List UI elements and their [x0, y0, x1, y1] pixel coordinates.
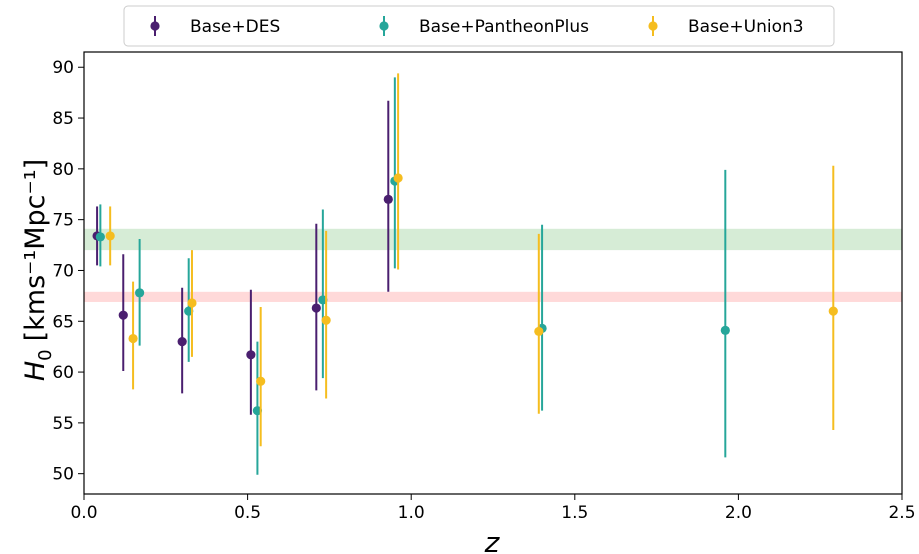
data-point: [128, 333, 138, 344]
x-tick-label: 1.5: [561, 503, 588, 523]
legend-entry: Base+DES: [150, 16, 280, 37]
data-point: [534, 326, 544, 337]
data-point: [383, 194, 393, 204]
legend-entry: Base+PantheonPlus: [379, 16, 589, 37]
legend: Base+DES Base+PantheonPlus Base+Union3: [123, 5, 835, 47]
x-axis-label: z: [484, 526, 501, 554]
y-tick-label: 80: [52, 160, 74, 180]
y-tick-label: 55: [52, 414, 74, 434]
y-axis-label: H0 [kms⁻¹Mpc⁻¹]: [20, 159, 56, 381]
legend-marker-dot: [150, 21, 160, 31]
y-axis: 50 55 60 65 70 75 80 85 90: [52, 58, 84, 485]
data-point: [393, 173, 403, 183]
legend-label: Base+PantheonPlus: [419, 17, 589, 37]
reference-band-1: [84, 291, 902, 302]
x-tick-label: 2.5: [888, 503, 915, 523]
x-tick-label: 0.0: [70, 503, 97, 523]
data-point: [118, 310, 128, 320]
y-tick-label: 65: [52, 312, 74, 332]
y-tick-label: 70: [52, 261, 74, 281]
series-1: [95, 77, 730, 475]
data-point: [105, 231, 115, 241]
data-point: [135, 288, 145, 298]
series-0: [92, 100, 393, 415]
legend-marker-dot: [379, 21, 389, 31]
data-point: [177, 336, 187, 347]
y-axis-label-unit: [kms⁻¹Mpc⁻¹]: [20, 159, 51, 342]
x-axis: 0.0 0.5 1.0 1.5 2.0 2.5: [70, 494, 916, 523]
y-tick-label: 90: [52, 58, 74, 78]
data-point: [95, 232, 105, 242]
data-point: [256, 376, 266, 386]
legend-box: [123, 5, 835, 47]
plot-frame: [83, 51, 903, 495]
data-point: [828, 306, 838, 316]
y-axis-label-subscript: 0: [35, 349, 56, 360]
legend-label: Base+DES: [190, 17, 280, 37]
data-point: [187, 298, 197, 308]
y-tick-label: 75: [52, 211, 74, 231]
x-tick-label: 2.0: [725, 503, 752, 523]
data-point: [311, 303, 321, 313]
legend-entry: Base+Union3: [648, 16, 804, 37]
data-point: [246, 350, 256, 360]
series-2: [105, 73, 838, 447]
legend-label: Base+Union3: [688, 17, 804, 37]
legend-marker-dot: [648, 21, 658, 31]
reference-bands: [84, 228, 902, 302]
y-tick-label: 85: [52, 109, 74, 129]
data-point: [720, 325, 730, 336]
x-tick-label: 0.5: [234, 503, 261, 523]
reference-band-0: [84, 228, 902, 251]
series-layer: [92, 73, 838, 475]
y-tick-label: 50: [52, 465, 74, 485]
x-tick-label: 1.0: [398, 503, 425, 523]
y-tick-label: 60: [52, 363, 74, 383]
y-axis-label-symbol: H: [20, 361, 51, 381]
data-point: [321, 315, 331, 325]
